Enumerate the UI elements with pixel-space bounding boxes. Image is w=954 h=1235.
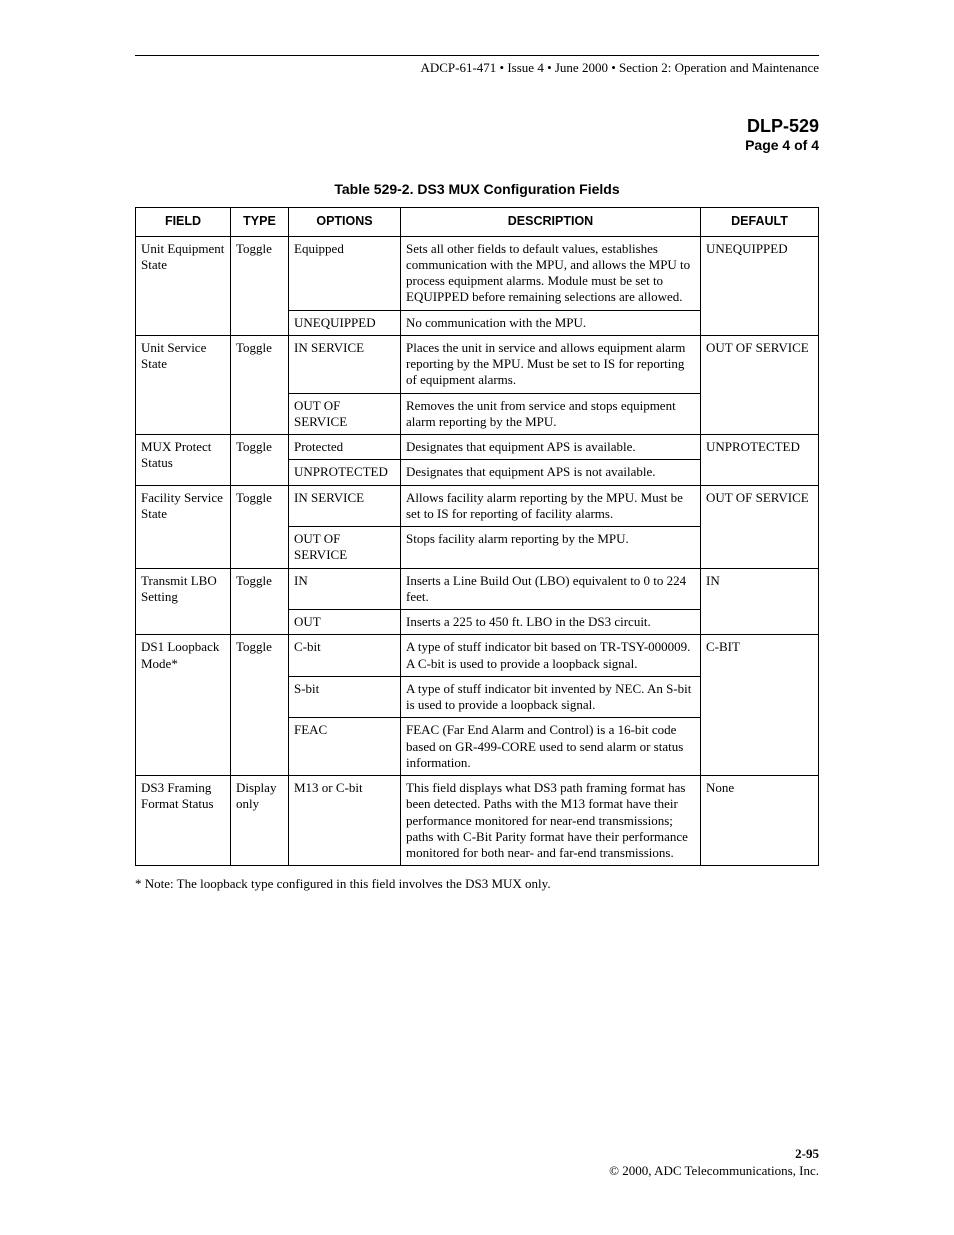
cell-option: IN bbox=[289, 568, 401, 610]
page-footer: 2-95 © 2000, ADC Telecommunications, Inc… bbox=[609, 1146, 819, 1180]
cell-default: OUT OF SERVICE bbox=[701, 485, 819, 568]
table-row: DS3 Framing Format StatusDisplay onlyM13… bbox=[136, 776, 819, 866]
col-options: Options bbox=[289, 208, 401, 237]
cell-field: Transmit LBO Setting bbox=[136, 568, 231, 635]
table-header-row: Field Type Options Description Default bbox=[136, 208, 819, 237]
col-default: Default bbox=[701, 208, 819, 237]
cell-field: DS1 Loopback Mode* bbox=[136, 635, 231, 776]
cell-type: Toggle bbox=[231, 568, 289, 635]
cell-option: IN SERVICE bbox=[289, 485, 401, 527]
cell-option: Equipped bbox=[289, 236, 401, 310]
cell-description: No communication with the MPU. bbox=[401, 310, 701, 335]
col-field: Field bbox=[136, 208, 231, 237]
table-row: Unit Service StateToggleIN SERVICEPlaces… bbox=[136, 335, 819, 393]
cell-default: C-BIT bbox=[701, 635, 819, 776]
cell-field: Facility Service State bbox=[136, 485, 231, 568]
footnote: * Note: The loopback type configured in … bbox=[135, 876, 819, 892]
cell-option: S-bit bbox=[289, 676, 401, 718]
cell-description: Stops facility alarm reporting by the MP… bbox=[401, 527, 701, 569]
cell-type: Toggle bbox=[231, 236, 289, 335]
cell-description: A type of stuff indicator bit invented b… bbox=[401, 676, 701, 718]
cell-default: UNEQUIPPED bbox=[701, 236, 819, 335]
cell-field: Unit Service State bbox=[136, 335, 231, 434]
cell-description: Inserts a Line Build Out (LBO) equivalen… bbox=[401, 568, 701, 610]
cell-description: Sets all other fields to default values,… bbox=[401, 236, 701, 310]
page-indicator: Page 4 of 4 bbox=[135, 137, 819, 153]
table-row: Transmit LBO SettingToggleINInserts a Li… bbox=[136, 568, 819, 610]
cell-option: C-bit bbox=[289, 635, 401, 677]
cell-description: Allows facility alarm reporting by the M… bbox=[401, 485, 701, 527]
cell-option: IN SERVICE bbox=[289, 335, 401, 393]
cell-description: This field displays what DS3 path framin… bbox=[401, 776, 701, 866]
page: ADCP-61-471 • Issue 4 • June 2000 • Sect… bbox=[0, 0, 954, 1235]
cell-type: Display only bbox=[231, 776, 289, 866]
cell-description: Removes the unit from service and stops … bbox=[401, 393, 701, 435]
col-type: Type bbox=[231, 208, 289, 237]
cell-option: UNPROTECTED bbox=[289, 460, 401, 485]
cell-description: Inserts a 225 to 450 ft. LBO in the DS3 … bbox=[401, 610, 701, 635]
cell-option: FEAC bbox=[289, 718, 401, 776]
cell-option: M13 or C-bit bbox=[289, 776, 401, 866]
cell-description: FEAC (Far End Alarm and Control) is a 16… bbox=[401, 718, 701, 776]
cell-type: Toggle bbox=[231, 635, 289, 776]
cell-option: UNEQUIPPED bbox=[289, 310, 401, 335]
copyright: © 2000, ADC Telecommunications, Inc. bbox=[609, 1163, 819, 1180]
cell-option: Protected bbox=[289, 435, 401, 460]
cell-default: None bbox=[701, 776, 819, 866]
cell-default: OUT OF SERVICE bbox=[701, 335, 819, 434]
cell-description: A type of stuff indicator bit based on T… bbox=[401, 635, 701, 677]
cell-option: OUT OF SERVICE bbox=[289, 527, 401, 569]
running-header: ADCP-61-471 • Issue 4 • June 2000 • Sect… bbox=[135, 60, 819, 76]
cell-type: Toggle bbox=[231, 485, 289, 568]
cell-description: Places the unit in service and allows eq… bbox=[401, 335, 701, 393]
cell-field: Unit Equipment State bbox=[136, 236, 231, 335]
cell-option: OUT OF SERVICE bbox=[289, 393, 401, 435]
table-row: DS1 Loopback Mode*ToggleC-bitA type of s… bbox=[136, 635, 819, 677]
page-number: 2-95 bbox=[609, 1146, 819, 1163]
cell-type: Toggle bbox=[231, 435, 289, 486]
table-row: MUX Protect StatusToggleProtectedDesigna… bbox=[136, 435, 819, 460]
header-rule bbox=[135, 55, 819, 56]
cell-description: Designates that equipment APS is availab… bbox=[401, 435, 701, 460]
table-body: Unit Equipment StateToggleEquippedSets a… bbox=[136, 236, 819, 866]
table-title: Table 529-2. DS3 MUX Configuration Field… bbox=[135, 181, 819, 197]
cell-default: IN bbox=[701, 568, 819, 635]
document-id: DLP-529 bbox=[135, 116, 819, 137]
cell-field: DS3 Framing Format Status bbox=[136, 776, 231, 866]
cell-description: Designates that equipment APS is not ava… bbox=[401, 460, 701, 485]
cell-option: OUT bbox=[289, 610, 401, 635]
table-row: Unit Equipment StateToggleEquippedSets a… bbox=[136, 236, 819, 310]
col-description: Description bbox=[401, 208, 701, 237]
table-row: Facility Service StateToggleIN SERVICEAl… bbox=[136, 485, 819, 527]
cell-field: MUX Protect Status bbox=[136, 435, 231, 486]
cell-default: UNPROTECTED bbox=[701, 435, 819, 486]
config-table: Field Type Options Description Default U… bbox=[135, 207, 819, 866]
cell-type: Toggle bbox=[231, 335, 289, 434]
